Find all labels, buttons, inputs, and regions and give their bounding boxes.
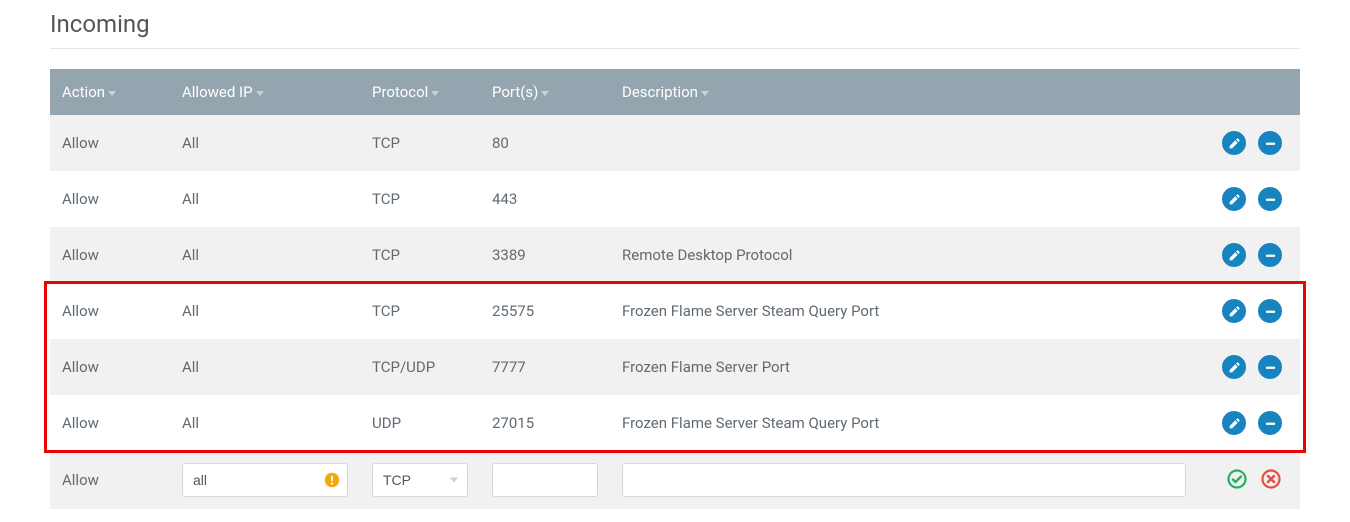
- confirm-button[interactable]: [1226, 468, 1248, 490]
- edit-button[interactable]: [1222, 131, 1246, 155]
- cell-action: Allow: [50, 339, 170, 395]
- col-header-ports-label: Port(s): [492, 83, 538, 101]
- col-header-action-label: Action: [62, 83, 105, 101]
- cell-action: Allow: [50, 395, 170, 451]
- cell-allowed-ip-input: [170, 451, 360, 509]
- remove-button[interactable]: [1258, 187, 1282, 211]
- edit-button[interactable]: [1222, 243, 1246, 267]
- cell-row-actions: [1198, 395, 1300, 451]
- cell-allowed-ip: All: [170, 283, 360, 339]
- cell-allowed-ip: All: [170, 171, 360, 227]
- cell-description: Remote Desktop Protocol: [610, 227, 1198, 283]
- remove-button[interactable]: [1258, 243, 1282, 267]
- cell-description: Frozen Flame Server Steam Query Port: [610, 283, 1198, 339]
- remove-button[interactable]: [1258, 299, 1282, 323]
- cell-ports: 7777: [480, 339, 610, 395]
- new-rule-row: Allow TCPUDPTCP/UDP: [50, 451, 1300, 509]
- cell-description: Frozen Flame Server Steam Query Port: [610, 395, 1198, 451]
- edit-button[interactable]: [1222, 187, 1246, 211]
- cell-allowed-ip: All: [170, 227, 360, 283]
- cell-description: [610, 115, 1198, 171]
- edit-button[interactable]: [1222, 411, 1246, 435]
- cell-protocol: TCP: [360, 171, 480, 227]
- col-header-ports[interactable]: Port(s): [480, 69, 610, 115]
- cell-ports: 27015: [480, 395, 610, 451]
- edit-button[interactable]: [1222, 299, 1246, 323]
- cell-row-actions: [1198, 339, 1300, 395]
- edit-button[interactable]: [1222, 355, 1246, 379]
- sort-caret-icon: [541, 91, 549, 96]
- cell-allowed-ip: All: [170, 339, 360, 395]
- cell-description: Frozen Flame Server Port: [610, 339, 1198, 395]
- table-row: AllowAllTCP80: [50, 115, 1300, 171]
- firewall-rules-table: Action Allowed IP Protocol Port(s) Descr…: [50, 69, 1300, 509]
- table-row: AllowAllTCP/UDP7777Frozen Flame Server P…: [50, 339, 1300, 395]
- cell-protocol-input: TCPUDPTCP/UDP: [360, 451, 480, 509]
- remove-button[interactable]: [1258, 355, 1282, 379]
- remove-button[interactable]: [1258, 411, 1282, 435]
- table-header-row: Action Allowed IP Protocol Port(s) Descr…: [50, 69, 1300, 115]
- cell-row-actions: [1198, 115, 1300, 171]
- cell-ports: 3389: [480, 227, 610, 283]
- cell-action: Allow: [50, 171, 170, 227]
- cell-protocol: TCP: [360, 227, 480, 283]
- col-header-protocol[interactable]: Protocol: [360, 69, 480, 115]
- cell-description: [610, 171, 1198, 227]
- firewall-table-container: Action Allowed IP Protocol Port(s) Descr…: [50, 69, 1300, 509]
- section-title: Incoming: [50, 10, 1300, 49]
- cell-action: Allow: [50, 115, 170, 171]
- col-header-ip-label: Allowed IP: [182, 83, 253, 101]
- cell-row-actions: [1198, 171, 1300, 227]
- sort-caret-icon: [701, 91, 709, 96]
- col-header-description-label: Description: [622, 83, 698, 101]
- protocol-select[interactable]: TCPUDPTCP/UDP: [372, 463, 468, 497]
- sort-caret-icon: [108, 91, 116, 96]
- col-header-actions: [1198, 69, 1300, 115]
- col-header-protocol-label: Protocol: [372, 83, 428, 101]
- cell-protocol: TCP: [360, 115, 480, 171]
- cell-action: Allow: [50, 451, 170, 509]
- cell-ports: 25575: [480, 283, 610, 339]
- cell-allowed-ip: All: [170, 395, 360, 451]
- table-row: AllowAllTCP3389Remote Desktop Protocol: [50, 227, 1300, 283]
- table-row: AllowAllTCP443: [50, 171, 1300, 227]
- ports-input[interactable]: [492, 463, 598, 497]
- warning-icon: [324, 472, 340, 488]
- sort-caret-icon: [256, 91, 264, 96]
- cell-protocol: TCP/UDP: [360, 339, 480, 395]
- cell-ports: 443: [480, 171, 610, 227]
- remove-button[interactable]: [1258, 131, 1282, 155]
- cell-allowed-ip: All: [170, 115, 360, 171]
- sort-caret-icon: [431, 91, 439, 96]
- cancel-button[interactable]: [1260, 468, 1282, 490]
- col-header-action[interactable]: Action: [50, 69, 170, 115]
- cell-action: Allow: [50, 283, 170, 339]
- cell-ports-input: [480, 451, 610, 509]
- cell-action: Allow: [50, 227, 170, 283]
- table-row: AllowAllTCP25575Frozen Flame Server Stea…: [50, 283, 1300, 339]
- cell-protocol: TCP: [360, 283, 480, 339]
- description-input[interactable]: [622, 463, 1186, 497]
- cell-row-actions: [1198, 283, 1300, 339]
- table-row: AllowAllUDP27015Frozen Flame Server Stea…: [50, 395, 1300, 451]
- cell-row-actions: [1198, 451, 1300, 509]
- col-header-allowed-ip[interactable]: Allowed IP: [170, 69, 360, 115]
- cell-protocol: UDP: [360, 395, 480, 451]
- col-header-description[interactable]: Description: [610, 69, 1198, 115]
- cell-ports: 80: [480, 115, 610, 171]
- cell-row-actions: [1198, 227, 1300, 283]
- cell-description-input: [610, 451, 1198, 509]
